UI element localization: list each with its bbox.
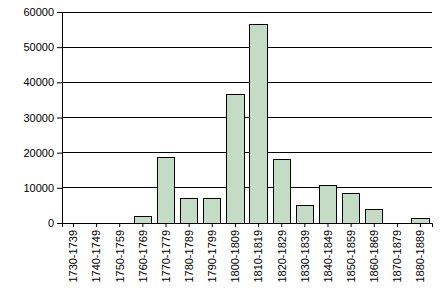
bar [273,160,290,223]
x-tick: 1760-1769 [137,223,149,283]
y-tick-mark [57,118,62,119]
x-tick-label: 1870-1879 [391,230,403,283]
y-tick-label: 10000 [23,182,54,194]
x-tick-label: 1800-1809 [229,230,241,283]
x-tick-label: 1830-1839 [299,230,311,283]
x-tick-label: 1880-1889 [414,230,426,283]
x-tick-mark [304,223,305,227]
grid-line [62,187,432,188]
x-tick: 1800-1809 [229,223,241,283]
bar [389,223,406,224]
chart: 0 10000 20000 30000 40000 50000 60000 1730-1739… [0,0,440,307]
x-tick: 1820-1829 [276,223,288,283]
grid-line [62,82,432,83]
x-tick: 1790-1799 [206,223,218,283]
x-tick: 1870-1879 [391,223,403,283]
x-tick: 1830-1839 [299,223,311,283]
x-tick: 1840-1849 [322,223,334,283]
bar [342,193,359,223]
x-tick-label: 1730-1739 [67,230,79,283]
y-tick-label: 40000 [23,76,54,88]
bar [319,185,336,223]
y-tick-label: 60000 [23,6,54,18]
grid-line [62,152,432,153]
x-tick-mark [212,223,213,227]
bars [134,24,429,223]
x-tick-label: 1790-1799 [206,230,218,283]
x-tick-mark [73,223,74,227]
grid-line [62,12,432,13]
x-tick-label: 1810-1819 [252,230,264,283]
y-tick: 40000 [23,76,62,88]
x-tick-label: 1750-1759 [114,230,126,283]
y-tick: 50000 [23,41,62,53]
y-tick-label: 50000 [23,41,54,53]
x-tick-mark [327,223,328,227]
x-tick: 1780-1789 [183,223,195,283]
y-tick-mark [57,47,62,48]
x-tick: 1740-1749 [90,223,102,283]
x-tick-label: 1780-1789 [183,230,195,283]
x-tick-mark [351,223,352,227]
x-tick-mark [397,223,398,227]
grid-line [62,47,432,48]
y-tick-mark [57,82,62,83]
y-tick: 10000 [23,182,62,194]
x-tick: 1860-1869 [368,223,380,283]
x-tick-mark [258,223,259,227]
x-tick-mark [420,223,421,227]
bar [88,223,105,224]
bar [157,158,174,223]
x-tick-label: 1820-1829 [276,230,288,283]
x-tick-label: 1770-1779 [160,230,172,283]
y-tick-label: 0 [48,217,54,229]
x-tick-label: 1840-1849 [322,230,334,283]
x-tick: 1880-1889 [414,223,426,283]
grid-line [62,117,432,118]
bar [204,198,221,223]
x-tick-label: 1860-1869 [368,230,380,283]
y-tick: 0 [48,217,62,229]
bar [134,217,151,223]
y-tick-label: 20000 [23,147,54,159]
y-axis: 0 10000 20000 30000 40000 50000 60000 [23,6,62,229]
bar [227,95,244,223]
x-tick: 1750-1759 [114,223,126,283]
x-tick-mark [281,223,282,227]
y-tick-label: 30000 [23,112,54,124]
x-tick-mark [166,223,167,227]
bar [366,210,383,223]
bar [250,24,267,223]
bar [412,219,429,223]
x-tick-mark [96,223,97,227]
x-axis: 1730-1739 1740-1749 1750-1759 1760-1769 1770… [63,223,433,283]
x-tick-mark [235,223,236,227]
y-axis-line [57,13,63,224]
y-tick-mark [57,223,62,224]
x-tick: 1850-1859 [345,223,357,283]
x-tick: 1770-1779 [160,223,172,283]
x-tick-label: 1760-1769 [137,230,149,283]
x-tick-mark [374,223,375,227]
x-tick: 1730-1739 [67,223,79,283]
x-tick-label: 1850-1859 [345,230,357,283]
grid [62,12,432,223]
x-tick-mark [189,223,190,227]
x-tick-mark [119,223,120,227]
plot: 0 10000 20000 30000 40000 50000 60000 1730-1739… [23,6,432,283]
y-tick-mark [57,12,62,13]
x-tick: 1810-1819 [252,223,264,283]
bar [180,198,197,223]
x-tick-label: 1740-1749 [90,230,102,283]
bar [65,223,82,224]
y-tick: 30000 [23,112,62,124]
y-tick: 60000 [23,6,62,18]
y-tick-mark [57,153,62,154]
y-tick-mark [57,188,62,189]
x-tick-mark [142,223,143,227]
x-axis-line [63,224,433,228]
bar [111,223,128,224]
y-tick: 20000 [23,147,62,159]
bar [296,205,313,223]
